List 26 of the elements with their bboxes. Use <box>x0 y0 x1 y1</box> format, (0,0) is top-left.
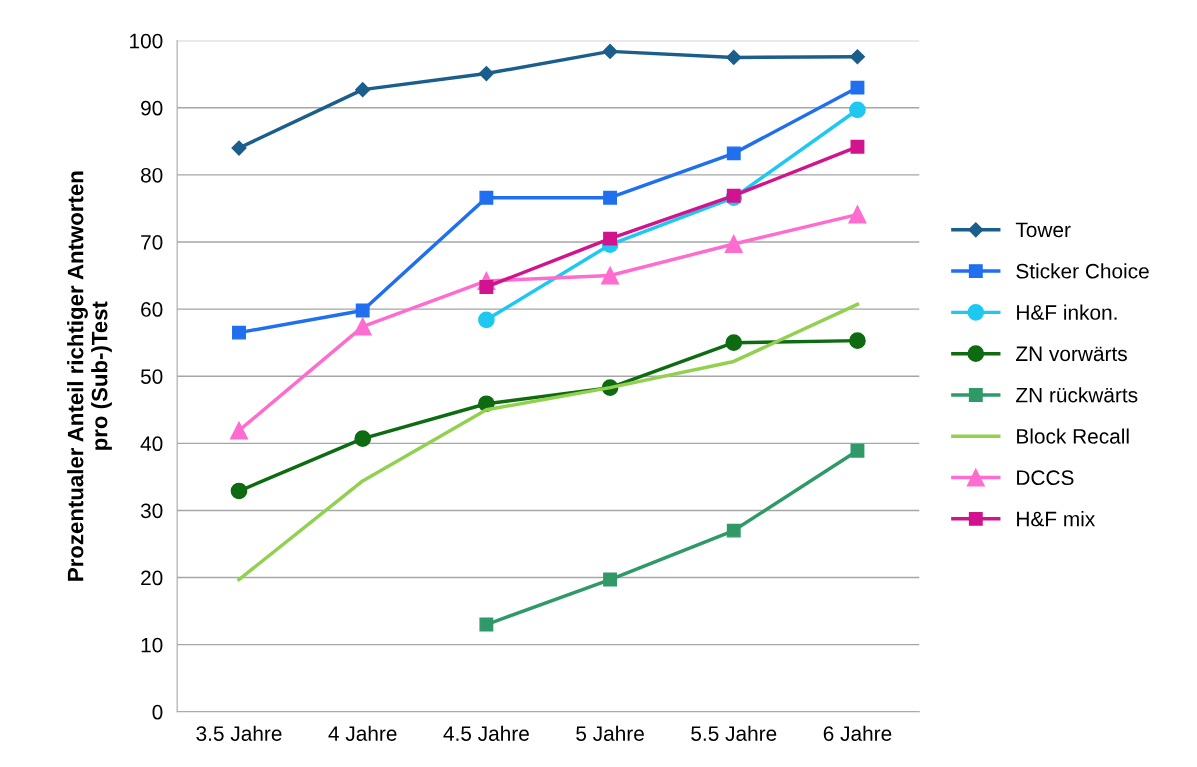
legend-label: H&F inkon. <box>1017 304 1117 320</box>
legend-label: ZN vorwärts <box>1016 346 1127 362</box>
y-tick-label: 70 <box>141 234 163 250</box>
y-axis-title: Prozentualer Anteil richtiger Antworten pro (Sub-)Test <box>67 171 112 581</box>
y-tick-label: 100 <box>130 33 163 49</box>
y-tick-label: 90 <box>141 100 163 116</box>
y-tick-label: 50 <box>140 369 163 384</box>
x-tick-label: 6 Jahre <box>823 725 892 741</box>
y-tick-label: 0 <box>152 704 163 720</box>
legend-label: Block Recall <box>1017 428 1129 444</box>
y-tick-label: 30 <box>140 503 163 519</box>
x-tick-label: 3.5 Jahre <box>196 725 282 741</box>
legend-label: Sticker Choice <box>1016 263 1149 279</box>
x-tick-label: 4 Jahre <box>328 725 397 741</box>
legend-label: ZN rückwärts <box>1016 387 1138 403</box>
x-tick-label: 5 Jahre <box>576 725 644 741</box>
y-tick-label: 80 <box>141 167 163 183</box>
legend-label: Tower <box>1015 222 1071 238</box>
x-tick-label: 5.5 Jahre <box>691 725 777 741</box>
legend-label: H&F mix <box>1017 511 1096 527</box>
x-tick-label: 4.5 Jahre <box>443 725 529 741</box>
y-tick-label: 60 <box>141 302 163 317</box>
y-tick-label: 20 <box>141 570 163 586</box>
y-tick-label: 10 <box>141 637 163 653</box>
legend-label: DCCS <box>1017 470 1074 486</box>
y-tick-label: 40 <box>140 436 163 452</box>
